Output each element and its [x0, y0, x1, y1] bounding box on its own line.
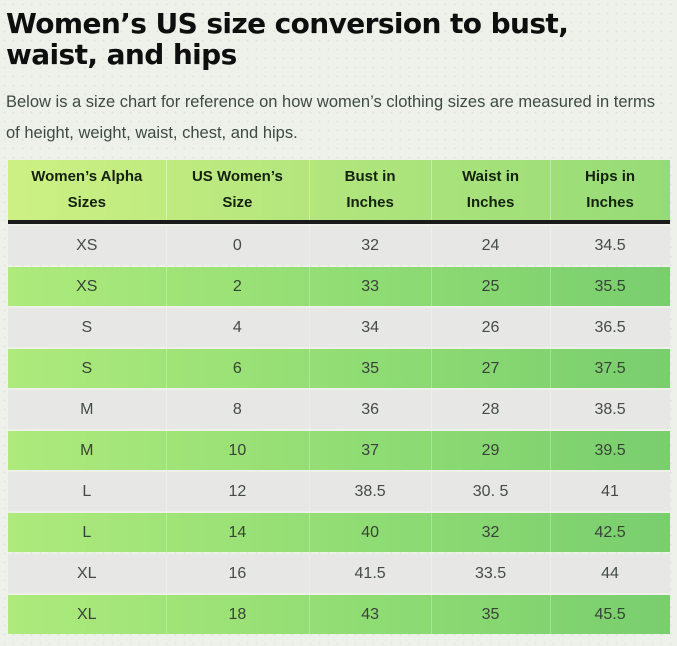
table-cell: 36.5 — [550, 308, 670, 347]
table-header-row: Women’s Alpha Sizes US Women’s Size Bust i… — [8, 160, 670, 224]
page-subtitle: Below is a size chart for reference on h… — [6, 93, 655, 142]
table-cell: 37 — [309, 431, 431, 470]
table-cell: 41 — [550, 472, 670, 511]
table-cell: 40 — [309, 513, 431, 552]
table-cell: S — [81, 318, 93, 336]
table-cell: 35.5 — [550, 267, 670, 306]
table-cell: 43 — [309, 595, 431, 634]
table-cell: 4 — [166, 308, 310, 347]
table-row: S 4 34 26 36.5 — [8, 308, 670, 347]
table-cell: XL — [76, 564, 97, 582]
table-cell: 0 — [166, 226, 310, 265]
table-cell: 2 — [166, 267, 310, 306]
column-header: Hips in Inches — [550, 160, 670, 220]
table-cell: 38.5 — [550, 390, 670, 429]
table-cell: 45.5 — [550, 595, 670, 634]
table-cell: 18 — [166, 595, 310, 634]
table-cell: 26 — [431, 308, 550, 347]
table-cell: 38.5 — [309, 472, 431, 511]
table-row: M 8 36 28 38.5 — [8, 390, 670, 429]
table-cell: M — [80, 400, 94, 418]
table-cell: 16 — [166, 554, 310, 593]
table-cell: 34.5 — [550, 226, 670, 265]
table-cell: S — [81, 359, 93, 377]
table-row: S 6 35 27 37.5 — [8, 349, 670, 388]
table-cell: 39.5 — [550, 431, 670, 470]
table-cell: XS — [76, 277, 98, 295]
table-cell: 25 — [431, 267, 550, 306]
table-cell: 6 — [166, 349, 310, 388]
size-chart-table: Women’s Alpha Sizes US Women’s Size Bust i… — [8, 160, 670, 634]
column-header: Women’s Alpha Sizes — [31, 168, 143, 211]
table-cell: M — [80, 441, 94, 459]
table-cell: XL — [76, 605, 97, 623]
table-cell: 33.5 — [431, 554, 550, 593]
table-cell: 12 — [166, 472, 310, 511]
column-header: US Women’s Size — [166, 160, 310, 220]
column-header: Waist in Inches — [431, 160, 550, 220]
table-row: XS 2 33 25 35.5 — [8, 267, 670, 306]
table-cell: 30. 5 — [431, 472, 550, 511]
table-row: XL 18 43 35 45.5 — [8, 595, 670, 634]
table-cell: 28 — [431, 390, 550, 429]
table-cell: 32 — [309, 226, 431, 265]
table-cell: 32 — [431, 513, 550, 552]
table-cell: 36 — [309, 390, 431, 429]
table-cell: 35 — [309, 349, 431, 388]
table-body: XS 0 32 24 34.5 XS 2 33 25 35.5 S 4 34 26 36.5 S 6 35 27 37… — [8, 226, 670, 634]
table-cell: 37.5 — [550, 349, 670, 388]
page-title: Women’s US size conversion to bust, wais… — [6, 7, 569, 71]
table-cell: L — [82, 482, 92, 500]
table-cell: 33 — [309, 267, 431, 306]
article-content: Women’s US size conversion to bust, wais… — [0, 0, 677, 149]
table-cell: 24 — [431, 226, 550, 265]
table-cell: 34 — [309, 308, 431, 347]
table-cell: 29 — [431, 431, 550, 470]
table-cell: 14 — [166, 513, 310, 552]
table-row: L 12 38.5 30. 5 41 — [8, 472, 670, 511]
table-row: XS 0 32 24 34.5 — [8, 226, 670, 265]
table-cell: 42.5 — [550, 513, 670, 552]
table-cell: XS — [76, 236, 98, 254]
table-cell: 35 — [431, 595, 550, 634]
table-cell: 44 — [550, 554, 670, 593]
table-cell: 8 — [166, 390, 310, 429]
table-cell: L — [82, 523, 92, 541]
table-row: L 14 40 32 42.5 — [8, 513, 670, 552]
table-row: XL 16 41.5 33.5 44 — [8, 554, 670, 593]
table-cell: 41.5 — [309, 554, 431, 593]
column-header: Bust in Inches — [309, 160, 431, 220]
table-cell: 27 — [431, 349, 550, 388]
table-cell: 10 — [166, 431, 310, 470]
table-row: M 10 37 29 39.5 — [8, 431, 670, 470]
